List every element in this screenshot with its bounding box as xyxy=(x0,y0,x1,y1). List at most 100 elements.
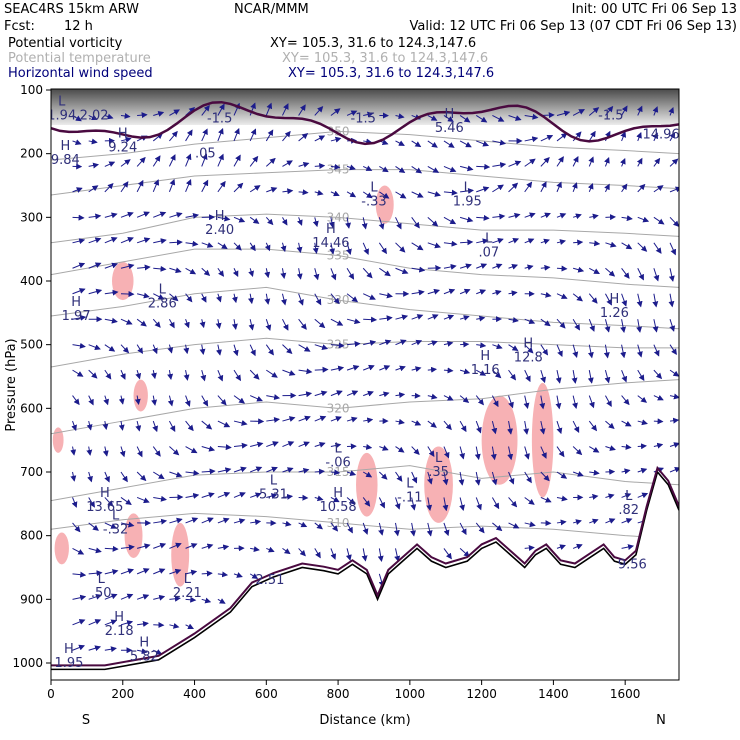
wind-vector xyxy=(136,156,146,167)
wind-vector xyxy=(314,135,326,142)
wind-vector xyxy=(217,491,231,498)
wind-vector xyxy=(266,466,278,473)
wind-vector xyxy=(620,131,627,142)
extremum-kind: H xyxy=(480,349,490,364)
wind-vector xyxy=(217,598,226,604)
wind-vector xyxy=(395,140,405,146)
wind-vector xyxy=(120,263,135,270)
wind-vector xyxy=(249,344,256,357)
wind-vector xyxy=(169,568,182,575)
wind-vector xyxy=(669,216,679,227)
wind-vector xyxy=(88,262,102,269)
field-xy-theta: XY= 105.3, 31.6 to 124.3,147.6 xyxy=(282,51,489,66)
wind-vector xyxy=(653,344,660,357)
wind-vector xyxy=(185,543,198,549)
wind-vector xyxy=(201,445,216,452)
wind-vector xyxy=(459,395,470,404)
wind-vector xyxy=(201,267,211,276)
wind-vector xyxy=(217,467,232,474)
y-tick-label: 600 xyxy=(20,401,43,415)
wind-vector xyxy=(621,395,630,406)
wind-vector xyxy=(88,237,102,244)
wind-vector xyxy=(427,340,438,347)
wind-vector xyxy=(185,492,200,499)
wind-vector xyxy=(346,470,357,476)
wind-vector xyxy=(490,446,497,461)
extremum-kind: H xyxy=(215,209,225,224)
wind-vector xyxy=(378,522,384,536)
wind-vector xyxy=(427,242,441,249)
isentrope-line xyxy=(51,465,679,502)
wind-vector xyxy=(411,266,426,273)
wind-vector xyxy=(636,293,643,308)
isentrope-line xyxy=(51,248,679,288)
wind-vector xyxy=(652,293,659,308)
wind-vector xyxy=(540,238,550,245)
wind-vector xyxy=(443,165,457,173)
x-tick-label: 1600 xyxy=(610,687,641,701)
wind-vector xyxy=(443,548,452,560)
wind-vector xyxy=(523,395,530,410)
y-tick-label: 700 xyxy=(20,465,43,479)
extremum-value: 2.51 xyxy=(255,573,284,588)
wind-vector xyxy=(459,548,470,558)
wind-vector xyxy=(151,395,158,406)
wind-vector xyxy=(572,420,580,433)
wind-vector xyxy=(312,242,319,255)
wind-vector xyxy=(637,242,648,252)
wind-vector xyxy=(556,213,567,219)
x-axis-title: Distance (km) xyxy=(319,713,410,728)
wind-vector xyxy=(508,369,517,381)
wind-vector xyxy=(120,236,134,244)
wind-vector xyxy=(169,239,183,246)
wind-vector xyxy=(588,293,598,304)
wind-vector xyxy=(249,155,259,167)
wind-vector xyxy=(556,239,566,245)
wind-vector xyxy=(120,544,135,551)
wind-vector xyxy=(573,239,584,246)
wind-vector xyxy=(282,130,291,142)
wind-vector xyxy=(587,344,594,359)
extremum-kind: H xyxy=(444,107,454,122)
wind-vector xyxy=(88,395,94,406)
wind-vector xyxy=(153,594,166,601)
wind-vector xyxy=(248,319,255,331)
extremum-value: .35 xyxy=(428,465,449,480)
wind-vector xyxy=(379,339,392,346)
extremum-value: 2.21 xyxy=(173,586,202,601)
extremum-kind: H xyxy=(610,292,620,307)
wind-vector xyxy=(314,366,329,373)
wind-vector xyxy=(411,314,424,320)
wind-vector xyxy=(217,420,231,428)
wind-vector xyxy=(524,158,536,167)
wind-vector xyxy=(150,370,157,380)
wind-vector xyxy=(507,420,513,435)
wind-vector xyxy=(395,113,405,120)
wind-vector xyxy=(72,314,87,321)
wind-vector xyxy=(540,497,552,503)
wind-vector xyxy=(605,267,616,277)
wind-vector xyxy=(476,289,487,295)
wind-vector xyxy=(508,182,519,193)
wind-vector xyxy=(266,394,281,401)
wind-vector xyxy=(524,446,530,460)
wind-vector xyxy=(411,420,422,426)
wind-vector xyxy=(346,416,358,423)
wind-vector xyxy=(104,497,114,507)
wind-vector xyxy=(491,497,500,510)
wind-vector xyxy=(201,468,216,475)
wind-vector xyxy=(395,339,407,346)
wind-vector xyxy=(362,242,369,255)
wind-vector xyxy=(88,547,102,554)
wind-vector xyxy=(395,242,406,253)
wind-vector xyxy=(120,112,131,119)
wind-vector xyxy=(266,187,278,193)
wind-vector xyxy=(249,395,263,402)
wind-vector xyxy=(589,518,599,525)
wind-vector xyxy=(621,105,628,116)
wind-vector xyxy=(104,569,119,575)
wind-vector xyxy=(282,103,289,116)
wind-vector xyxy=(185,106,196,116)
